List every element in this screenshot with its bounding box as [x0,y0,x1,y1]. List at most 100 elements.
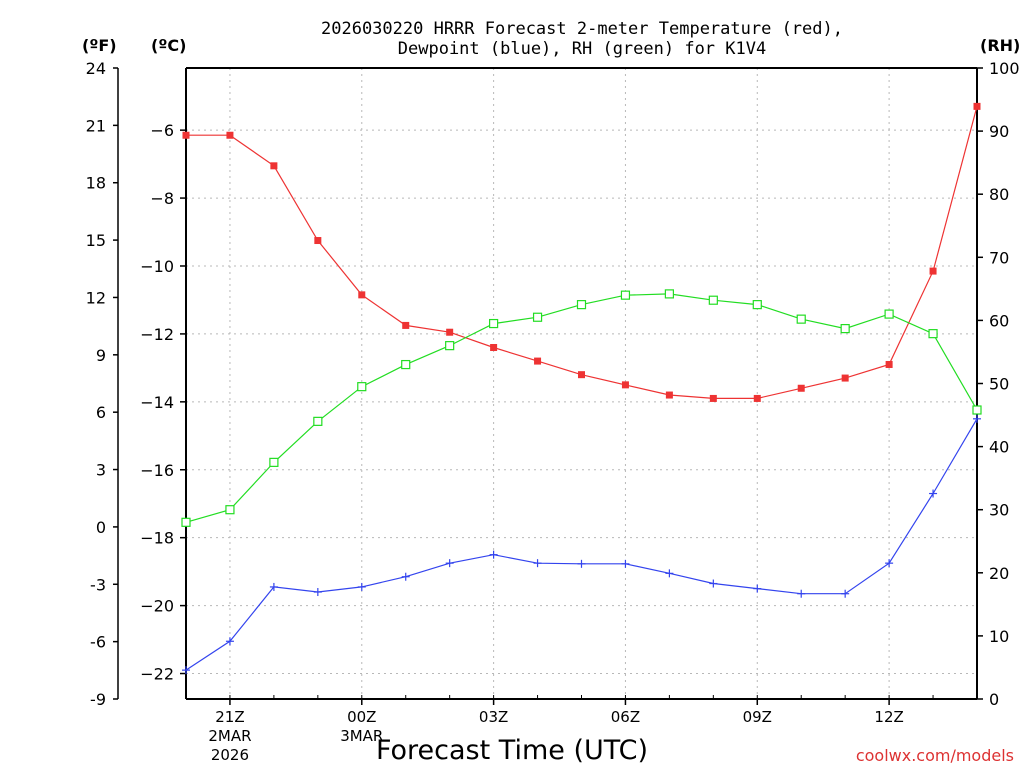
celsius-tick-label: −8 [150,189,174,208]
rh-point [928,329,938,339]
rh-point [664,289,674,299]
celsius-axis: −22 −20 −18 −16 −14 −12 −10 −8 −6 [140,121,186,684]
rh-point [269,457,279,467]
temperature-point [314,237,322,245]
rh-tick-label: 50 [989,375,1009,394]
dewpoint-point [929,489,938,498]
rh-tick-label: 100 [989,59,1020,78]
rh-point [708,295,718,305]
rh-point [225,505,235,515]
rh-point [445,341,455,351]
time-tick-label: 00Z [347,708,376,726]
time-tick-label: 06Z [611,708,640,726]
dewpoint-point [401,572,410,581]
rh-point [972,405,982,415]
temperature-point [270,162,278,170]
rh-point [576,300,587,310]
series-layer [181,102,982,675]
dewpoint-point [709,579,718,588]
temperature-point [578,371,585,379]
rh-axis: 0 10 20 30 40 50 60 70 80 90 100 [977,59,1020,709]
rh-unit-label: (RH) [980,36,1020,55]
time-tick-label: 03Z [479,708,508,726]
dewpoint-point [753,584,762,593]
temperature-point [929,267,937,275]
celsius-unit-label: (ºC) [151,36,186,55]
fahrenheit-tick-label: 15 [86,231,106,250]
rh-tick-label: 20 [989,564,1009,583]
fahrenheit-tick-label: -6 [90,633,106,652]
grid-lines [186,68,977,699]
rh-tick-label: 80 [989,185,1009,204]
temperature-point [534,357,542,365]
dewpoint-point [973,414,981,423]
celsius-tick-label: −18 [140,529,174,548]
rh-tick-label: 60 [989,311,1009,330]
dewpoint-point [577,559,586,568]
date-tick-label: 2MAR [208,727,251,745]
dewpoint-point [445,559,454,568]
dewpoint-point [489,550,498,559]
celsius-tick-label: −20 [140,597,174,616]
temperature-point [446,328,454,336]
credit-text: coolwx.com/models [856,746,1014,765]
axes [185,67,978,700]
fahrenheit-tick-label: -9 [90,690,106,709]
fahrenheit-tick-label: 24 [86,59,106,78]
temperature-point [797,384,805,392]
temperature-line [186,106,978,399]
rh-point [884,309,894,319]
fahrenheit-tick-label: 6 [96,403,106,422]
dewpoint-point [533,559,542,568]
dewpoint-point [665,569,674,578]
fahrenheit-tick-label: -3 [90,575,106,594]
temperature-point [358,291,366,299]
year-tick-label: 2026 [211,746,249,764]
fahrenheit-tick-label: 12 [86,288,106,307]
fahrenheit-tick-label: 18 [86,174,106,193]
rh-tick-label: 90 [989,122,1009,141]
dewpoint-point [182,666,190,675]
rh-tick-label: 30 [989,501,1009,520]
rh-point [796,314,806,324]
rh-point [620,290,631,300]
dewpoint-point [357,582,366,591]
rh-tick-label: 0 [989,690,999,709]
rh-line [185,293,978,523]
rh-point [401,359,411,370]
dewpoint-point [885,559,894,568]
temperature-point [709,394,717,402]
rh-point [840,324,850,334]
rh-point [357,382,367,392]
dewpoint-point [225,637,234,646]
celsius-tick-label: −14 [140,393,174,412]
temperature-point [753,394,761,402]
fahrenheit-tick-label: 9 [96,346,106,365]
dewpoint-point [313,588,322,597]
temperature-point [841,374,849,382]
celsius-tick-label: −6 [150,121,174,140]
rh-tick-label: 70 [989,248,1009,267]
time-tick-label: 09Z [743,708,772,726]
fahrenheit-tick-label: 21 [86,116,106,135]
fahrenheit-axis: -9 -6 -3 0 3 6 9 12 15 18 21 24 [86,59,119,709]
time-tick-label: 12Z [874,708,903,726]
dewpoint-point [269,582,278,591]
temperature-point [885,360,893,368]
rh-point [532,312,543,322]
rh-tick-label: 10 [989,627,1009,646]
rh-point [313,416,323,426]
dewpoint-line [185,418,978,671]
rh-tick-label: 40 [989,438,1009,457]
chart-title-line-2: Dewpoint (blue), RH (green) for K1V4 [398,39,766,59]
chart-title-line-1: 2026030220 HRRR Forecast 2-meter Tempera… [321,19,843,39]
rh-point [181,517,191,527]
celsius-tick-label: −10 [140,257,174,276]
temperature-point [621,381,629,389]
temperature-point [665,391,673,399]
dewpoint-point [841,589,850,598]
dewpoint-point [797,589,806,598]
temperature-point [490,344,498,352]
